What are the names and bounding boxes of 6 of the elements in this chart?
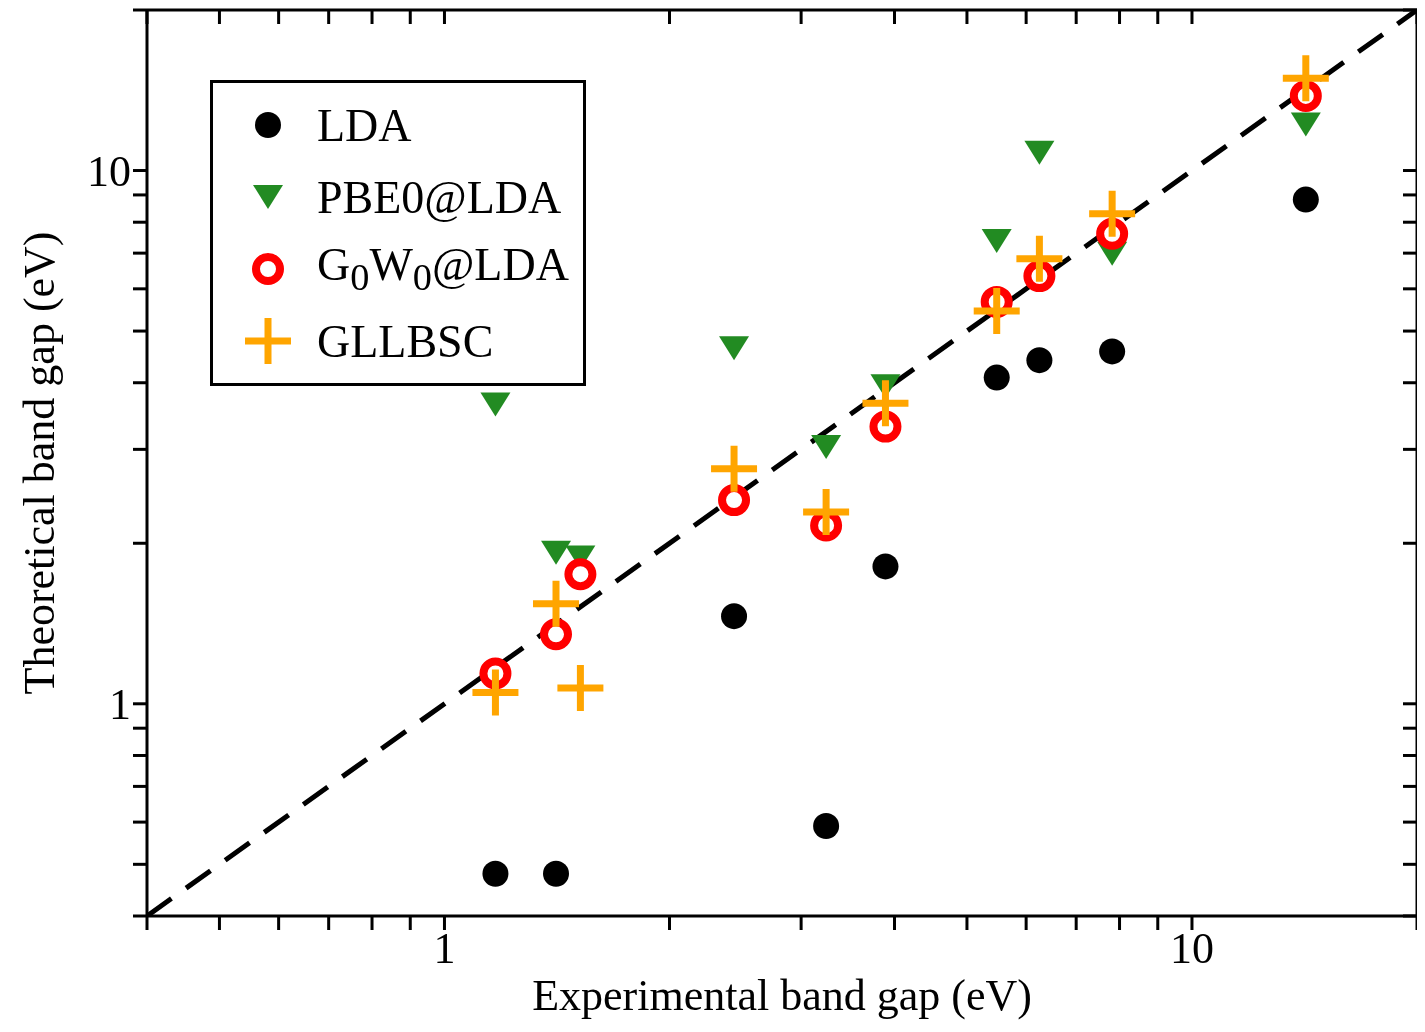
x-axis-title: Experimental band gap (eV)	[532, 971, 1032, 1020]
y-axis-title: Theoretical band gap (eV)	[14, 231, 64, 695]
legend-label: PBE0@LDA	[317, 170, 562, 224]
legend-label: LDA	[317, 98, 412, 152]
legend-label: GLLBSC	[317, 314, 494, 368]
legend-label: G$_{0}$W$_{0}$@LDA	[317, 238, 569, 300]
